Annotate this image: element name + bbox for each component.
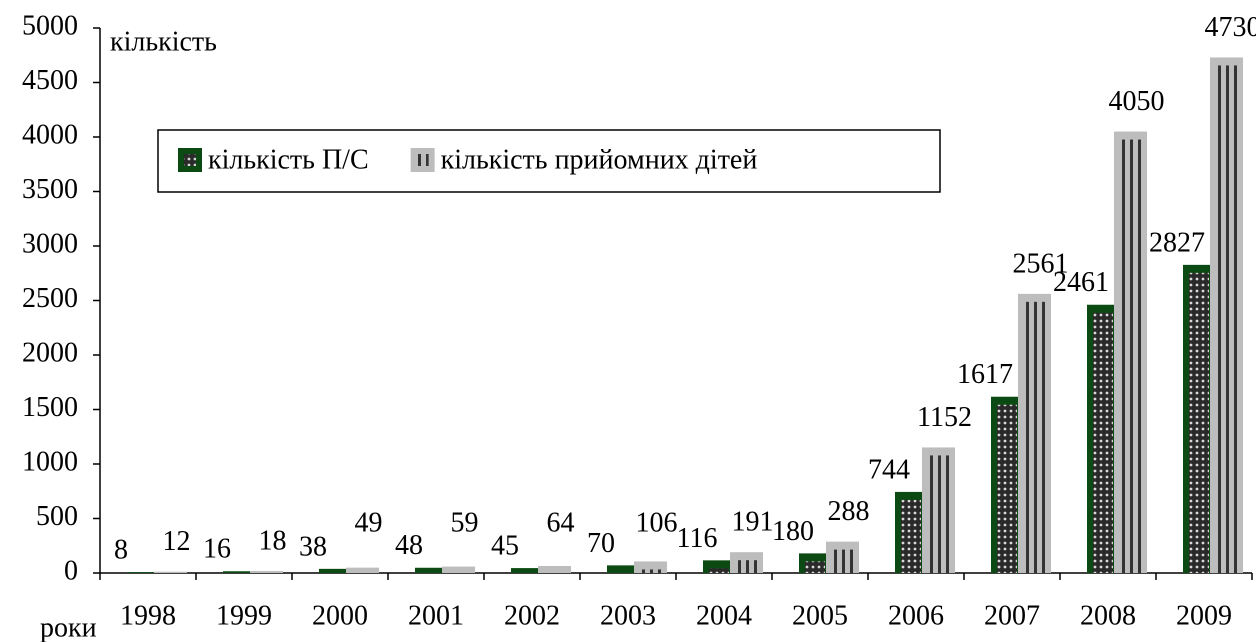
legend-box <box>157 129 941 193</box>
data-label: 2561 <box>1013 248 1069 279</box>
y-tick-label: 4500 <box>22 65 78 96</box>
bar-pattern <box>901 499 921 573</box>
data-label: 288 <box>828 496 870 527</box>
bar-pattern <box>1093 312 1113 573</box>
bar <box>442 566 475 573</box>
bar <box>346 567 379 573</box>
data-label: 116 <box>677 523 718 554</box>
data-label: 1617 <box>957 359 1013 390</box>
data-label: 45 <box>491 531 519 562</box>
x-tick-label: 2006 <box>888 600 944 631</box>
data-label: 12 <box>163 526 191 557</box>
y-tick-label: 3500 <box>22 174 78 205</box>
bar <box>511 568 543 573</box>
data-label: 2461 <box>1053 267 1109 298</box>
data-label: 2827 <box>1149 227 1205 258</box>
bar-pattern <box>1189 272 1209 573</box>
bar-pattern <box>1216 65 1237 574</box>
bar <box>250 571 283 573</box>
bar <box>634 561 667 573</box>
bar <box>607 565 639 573</box>
x-tick-label: 1999 <box>216 600 272 631</box>
bar <box>223 571 255 573</box>
data-label: 4050 <box>1109 86 1165 117</box>
data-label: 38 <box>299 531 327 562</box>
y-tick-label: 3000 <box>22 228 78 259</box>
bar-pattern <box>928 455 949 573</box>
bar-pattern <box>1024 301 1045 573</box>
y-tick-label: 1000 <box>22 446 78 477</box>
data-label: 49 <box>355 507 383 538</box>
data-label: 4730 <box>1205 12 1256 43</box>
bar-pattern <box>640 569 661 573</box>
data-label: 106 <box>636 507 678 538</box>
bar-pattern <box>1120 139 1141 574</box>
bar-pattern <box>805 561 825 573</box>
y-tick-label: 5000 <box>22 10 78 41</box>
x-tick-label: 2007 <box>984 600 1040 631</box>
x-tick-label: 2004 <box>696 600 752 631</box>
data-label: 59 <box>451 507 479 538</box>
data-label: 70 <box>587 528 615 559</box>
legend-swatch-pattern <box>416 154 429 166</box>
y-tick-label: 4000 <box>22 119 78 150</box>
x-tick-label: 2001 <box>408 600 464 631</box>
x-tick-label: 1998 <box>120 600 176 631</box>
bar <box>319 568 351 573</box>
y-tick-label: 2500 <box>22 283 78 314</box>
bar-pattern <box>709 568 729 573</box>
y-tick-label: 1500 <box>22 392 78 423</box>
data-label: 48 <box>395 530 423 561</box>
x-tick-label: 2002 <box>504 600 560 631</box>
data-label: 16 <box>203 534 231 565</box>
y-tick-label: 0 <box>64 555 78 586</box>
data-label: 8 <box>114 535 128 566</box>
bar-pattern <box>832 549 853 573</box>
x-tick-label: 2003 <box>600 600 656 631</box>
x-tick-label: 2005 <box>792 600 848 631</box>
legend-swatch-pattern <box>184 154 196 166</box>
data-label: 64 <box>547 507 575 538</box>
legend-label: кількість П/С <box>208 144 369 175</box>
data-label: 180 <box>772 516 814 547</box>
y-tick-label: 2000 <box>22 337 78 368</box>
y-tick-label: 500 <box>36 501 78 532</box>
bar-pattern <box>736 560 757 573</box>
x-tick-label: 2009 <box>1176 600 1232 631</box>
bar <box>415 567 447 573</box>
bar-pattern <box>997 404 1017 573</box>
data-label: 18 <box>259 525 287 556</box>
x-tick-label: 2008 <box>1080 600 1136 631</box>
bar <box>154 571 187 573</box>
bar <box>127 572 159 573</box>
data-label: 744 <box>868 454 910 485</box>
legend-label: кількість прийомних дітей <box>441 144 758 175</box>
x-axis-label: роки <box>40 612 97 642</box>
x-tick-label: 2000 <box>312 600 368 631</box>
y-axis-label: кількість <box>110 26 217 57</box>
data-label: 191 <box>732 507 774 538</box>
bar <box>538 566 571 573</box>
data-label: 1152 <box>917 402 972 433</box>
legend: кількість П/С кількість прийомних дітей <box>157 129 941 193</box>
